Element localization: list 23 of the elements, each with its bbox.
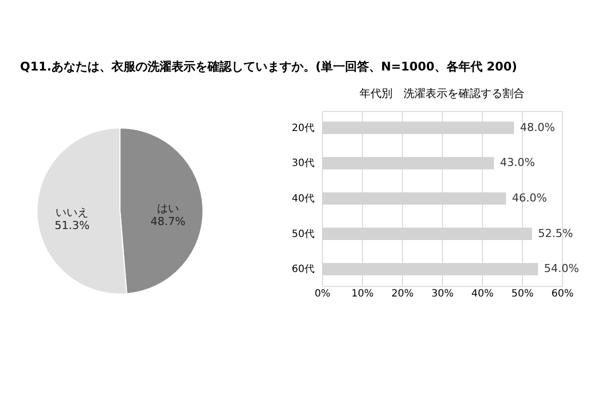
data-label: 43.0% [500,156,535,170]
y-tick-label: 60代 [292,264,314,276]
x-tick-label: 40% [471,288,494,300]
y-tick-label: 20代 [292,122,314,134]
data-label: 48.7% [150,215,186,228]
x-tick-label: 60% [551,288,574,300]
data-label: 54.0% [544,262,579,276]
data-label: 48.0% [520,120,555,134]
x-tick-label: 0% [314,288,330,300]
slice-label: はい [156,202,179,216]
y-tick-label: 40代 [292,194,314,204]
data-label: 46.0% [512,192,547,204]
data-label: 51.3% [54,218,90,232]
text: Q11.あなたは、衣服の洗濯表示を確認していますか。(単一回答、N=1000、各年代 200) [20,60,518,74]
y-tick-label: 50代 [292,228,314,240]
x-tick-label: 30% [431,288,454,300]
x-tick-label: 20% [391,288,414,300]
x-tick-label: 10% [351,288,374,300]
data-label: 52.5% [538,226,573,240]
slice-label: いいえ [56,206,89,219]
y-tick-label: 30代 [292,158,314,170]
chart-title: 年代別 洗濯表示を確認する割合 [360,87,524,100]
x-tick-label: 50% [511,288,534,300]
